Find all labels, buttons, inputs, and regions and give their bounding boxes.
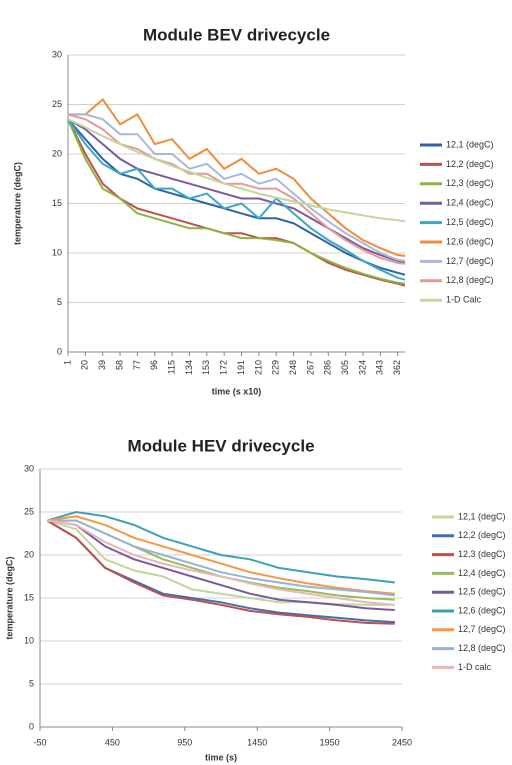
series-line: [47, 515, 395, 595]
y-tick-label: 10: [24, 635, 34, 645]
series-line: [67, 118, 406, 287]
legend-label: 12,1 (degC): [458, 511, 506, 521]
x-tick-label: 950: [177, 737, 192, 747]
x-tick-label: 153: [201, 360, 211, 375]
legend-label: 12,6 (degC): [446, 236, 494, 246]
series-line: [47, 519, 395, 597]
y-axis-title: temperature (degC): [4, 556, 14, 639]
series-line: [67, 118, 406, 285]
x-tick-label: 1950: [320, 737, 340, 747]
x-tick-label: 286: [323, 360, 333, 375]
legend-label: 12,5 (degC): [458, 587, 506, 597]
x-tick-label: 343: [375, 360, 385, 375]
x-tick-label: 248: [288, 360, 298, 375]
x-tick-label: 229: [271, 360, 281, 375]
x-tick-label: 39: [97, 360, 107, 370]
series-line: [67, 118, 406, 223]
legend-label: 12,2 (degC): [446, 159, 494, 169]
series-line: [68, 113, 406, 262]
legend-label: 12,1 (degC): [446, 139, 494, 149]
x-axis-title: time (s): [205, 752, 237, 762]
x-tick-label: -50: [33, 737, 46, 747]
series-line: [68, 98, 406, 257]
legend-label: 12,7 (degC): [458, 624, 506, 634]
series-line: [47, 519, 395, 611]
y-tick-label: 5: [57, 297, 62, 307]
x-tick-label: 115: [166, 360, 176, 374]
series-line: [67, 113, 406, 265]
x-axis-title: time (s x10): [212, 386, 262, 396]
y-tick-label: 30: [52, 49, 62, 59]
y-tick-label: 10: [52, 247, 62, 257]
x-tick-label: 58: [114, 360, 124, 370]
y-tick-label: 30: [24, 463, 34, 473]
x-tick-label: 191: [236, 360, 246, 375]
series-line: [47, 519, 395, 606]
chart-title: Module HEV drivecycle: [127, 436, 314, 455]
x-tick-label: 305: [340, 360, 350, 375]
chart-title: Module BEV drivecycle: [143, 25, 330, 44]
x-tick-label: 324: [357, 360, 367, 375]
y-tick-label: 20: [52, 148, 62, 158]
legend-label: 12,5 (degC): [446, 217, 494, 227]
x-tick-label: 362: [392, 360, 402, 375]
y-tick-label: 0: [57, 346, 62, 356]
legend-label: 1-D calc: [458, 662, 492, 672]
legend-label: 12,4 (degC): [458, 568, 506, 578]
series-line: [46, 510, 395, 584]
x-tick-label: 172: [219, 360, 229, 375]
y-tick-label: 15: [52, 198, 62, 208]
y-tick-label: 25: [52, 99, 62, 109]
x-tick-label: 134: [184, 360, 194, 375]
x-tick-label: 2450: [392, 737, 412, 747]
y-axis-title: temperature (degC): [12, 162, 22, 245]
x-tick-label: 77: [132, 360, 142, 370]
y-tick-label: 0: [29, 721, 34, 731]
legend-label: 12,3 (degC): [446, 178, 494, 188]
series-line: [67, 118, 406, 264]
legend-label: 12,2 (degC): [458, 530, 506, 540]
x-tick-label: 1: [62, 360, 72, 365]
x-tick-label: 96: [149, 360, 159, 370]
legend-label: 12,8 (degC): [458, 643, 506, 653]
legend-label: 12,8 (degC): [446, 275, 494, 285]
legend-label: 12,7 (degC): [446, 256, 494, 266]
legend-label: 12,4 (degC): [446, 198, 494, 208]
series-line: [46, 519, 395, 625]
x-tick-label: 20: [80, 360, 90, 370]
x-tick-label: 450: [105, 737, 120, 747]
x-tick-label: 1450: [247, 737, 267, 747]
y-tick-label: 15: [24, 592, 34, 602]
x-tick-label: 267: [305, 360, 315, 375]
y-tick-label: 25: [24, 506, 34, 516]
x-tick-label: 210: [253, 360, 263, 375]
legend-label: 12,3 (degC): [458, 549, 506, 559]
legend-label: 12,6 (degC): [458, 605, 506, 615]
series-line: [67, 118, 406, 281]
y-tick-label: 5: [29, 678, 34, 688]
legend-label: 1-D Calc: [446, 295, 482, 305]
y-tick-label: 20: [24, 549, 34, 559]
